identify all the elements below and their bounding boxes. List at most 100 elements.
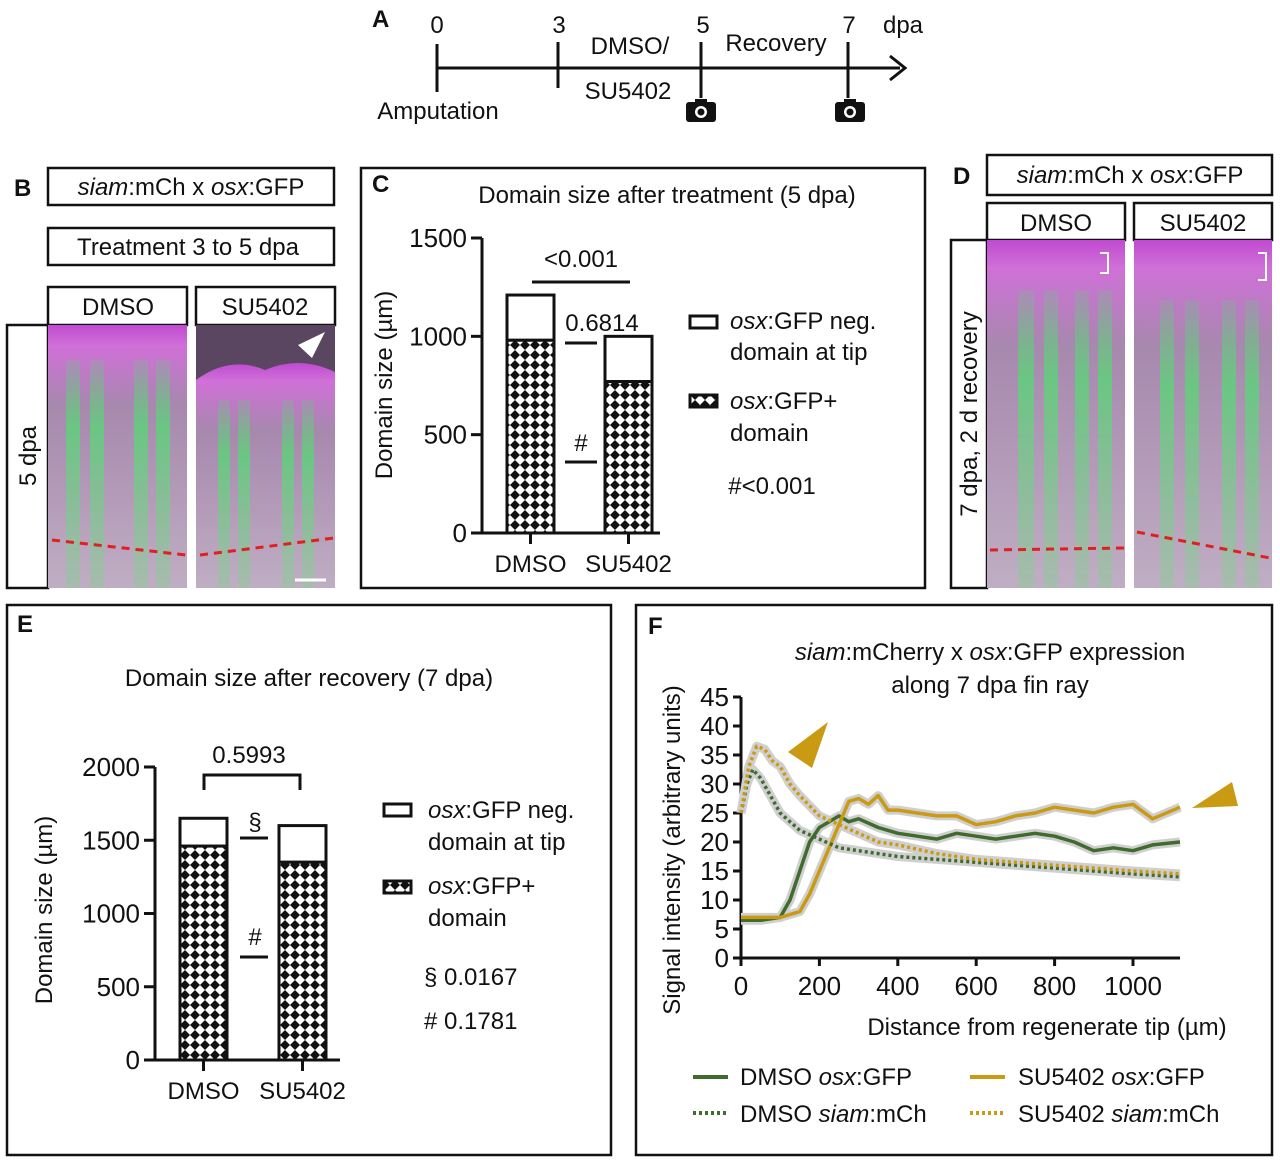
panel-label-d: D — [953, 163, 970, 190]
chart-title: Domain size after treatment (5 dpa) — [478, 182, 856, 209]
camera-icon — [686, 99, 716, 122]
y-tick-label: 1000 — [82, 899, 140, 929]
legend-swatch-pos — [688, 393, 719, 409]
y-tick-label: 10 — [700, 885, 729, 915]
y-tick-label: 20 — [700, 827, 729, 857]
footnote-hash: # 0.1781 — [424, 1008, 517, 1035]
treatment-label-2: SU5402 — [585, 78, 672, 105]
legend-label-neg-2: domain at tip — [730, 339, 867, 366]
treatment-label: Treatment 3 to 5 dpa — [77, 234, 300, 261]
bar-neg-domain — [178, 816, 229, 848]
camera-icon — [835, 99, 865, 122]
x-tick-label: 0 — [734, 971, 748, 1001]
column-label-dmso: DMSO — [82, 294, 154, 321]
arrowhead-icon — [788, 722, 828, 768]
x-tick-label: 200 — [798, 971, 841, 1001]
y-tick-label: 2000 — [82, 752, 140, 782]
panel-d-images: D siam:mCh x osx:GFP DMSO SU5402 7 dpa, … — [949, 153, 1274, 590]
amputation-label: Amputation — [377, 98, 498, 125]
genotype-label: siam:mCh x osx:GFP — [78, 174, 305, 201]
legend-label-pos: osx:GFP+ — [730, 388, 837, 415]
legend: osx:GFP neg. domain at tip osx:GFP+ doma… — [688, 308, 876, 500]
legend: osx:GFP neg. domain at tip osx:GFP+ doma… — [382, 797, 574, 1035]
y-tick-label: 35 — [700, 740, 729, 770]
legend: DMSO osx:GFP SU5402 osx:GFP DMSO siam:mC… — [693, 1064, 1219, 1128]
micrograph-dmso-7dpa — [987, 240, 1125, 588]
panel-a-timeline: A 0 3 5 7 dpa DMSO/ SU5402 Recovery Ampu… — [372, 6, 924, 125]
y-tick-label: 0 — [715, 943, 729, 973]
panel-label-c: C — [372, 171, 389, 198]
bracket-icon — [1100, 252, 1109, 274]
x-tick-label: DMSO — [495, 551, 567, 578]
column-label-su5402: SU5402 — [1160, 210, 1247, 237]
treatment-box — [46, 226, 336, 267]
panel-b-images: B siam:mCh x osx:GFP Treatment 3 to 5 dp… — [5, 166, 337, 590]
bar-neg-domain — [505, 293, 556, 342]
chart-title-2: along 7 dpa fin ray — [891, 672, 1088, 699]
hash-mark: # — [248, 924, 262, 951]
panel-f-border — [634, 603, 1274, 1157]
legend-label-pos-2: domain — [428, 905, 507, 932]
panel-label-b: B — [14, 175, 31, 202]
footnote-section: § 0.0167 — [424, 964, 517, 991]
row-label: 5 dpa — [15, 425, 42, 486]
chart-title: Domain size after recovery (7 dpa) — [125, 665, 493, 692]
panel-c-chart: C Domain size after treatment (5 dpa) Do… — [359, 166, 927, 590]
legend-label-su-mch: SU5402 siam:mCh — [1018, 1101, 1219, 1128]
y-tick-label: 0 — [126, 1045, 140, 1075]
y-tick-label: 1500 — [409, 223, 467, 253]
column-header-dmso — [46, 285, 189, 327]
legend-swatch-pos — [382, 879, 413, 895]
y-axis-label: Domain size (µm) — [31, 816, 58, 1005]
legend-label-dmso-mch: DMSO siam:mCh — [740, 1101, 927, 1128]
legend-swatch-neg — [688, 314, 719, 330]
bar-pos-domain — [178, 844, 229, 1062]
x-axis-label: Distance from regenerate tip (µm) — [867, 1014, 1226, 1041]
genotype-box — [985, 153, 1274, 197]
y-tick-label: 15 — [700, 856, 729, 886]
x-tick-label: 1000 — [1104, 971, 1162, 1001]
column-header-su5402 — [1132, 201, 1274, 242]
significance-total: 0.5993 — [212, 742, 285, 769]
tick-label-7: 7 — [842, 12, 855, 39]
series-line-dmso-siam-mch — [739, 767, 1181, 879]
unit-label: dpa — [883, 12, 924, 39]
y-tick-label: 30 — [700, 769, 729, 799]
y-axis-label: Domain size (µm) — [371, 291, 398, 480]
micrograph-dmso-5dpa — [48, 325, 187, 588]
significance-neg: 0.6814 — [565, 310, 638, 337]
panel-label-f: F — [648, 613, 663, 640]
x-tick-label: SU5402 — [259, 1078, 346, 1105]
significance-bracket — [202, 773, 302, 790]
x-tick-label: DMSO — [168, 1078, 240, 1105]
hash-mark: # — [574, 430, 588, 457]
legend-label-pos: osx:GFP+ — [428, 873, 535, 900]
bar-pos-domain — [603, 380, 654, 535]
x-tick-label: SU5402 — [585, 551, 672, 578]
x-tick-label: 800 — [1033, 971, 1076, 1001]
bracket-icon — [1258, 252, 1267, 281]
series-line-su5402-osx-gfp — [741, 793, 1181, 920]
bar-pos-domain — [505, 338, 556, 535]
legend-label-neg: osx:GFP neg. — [730, 308, 876, 335]
legend-label-neg: osx:GFP neg. — [428, 797, 574, 824]
recovery-label: Recovery — [725, 30, 826, 57]
arrowhead-icon — [1192, 782, 1238, 808]
legend-label-su-gfp: SU5402 osx:GFP — [1018, 1064, 1205, 1091]
treatment-label: DMSO/ — [591, 33, 670, 60]
panel-label-a: A — [372, 6, 389, 33]
y-tick-label: 1500 — [82, 825, 140, 855]
arrowhead-icon — [298, 332, 325, 358]
footnote: #<0.001 — [728, 473, 815, 500]
x-tick-label: 400 — [876, 971, 919, 1001]
row-label: 7 dpa, 2 d recovery — [956, 311, 983, 516]
y-tick-label: 25 — [700, 798, 729, 828]
y-tick-label: 500 — [424, 420, 467, 450]
tick-label-3: 3 — [552, 12, 565, 39]
y-tick-label: 1000 — [409, 321, 467, 351]
tick-label-5: 5 — [696, 12, 709, 39]
genotype-label: siam:mCh x osx:GFP — [1017, 162, 1244, 189]
legend-label-pos-2: domain — [730, 420, 809, 447]
